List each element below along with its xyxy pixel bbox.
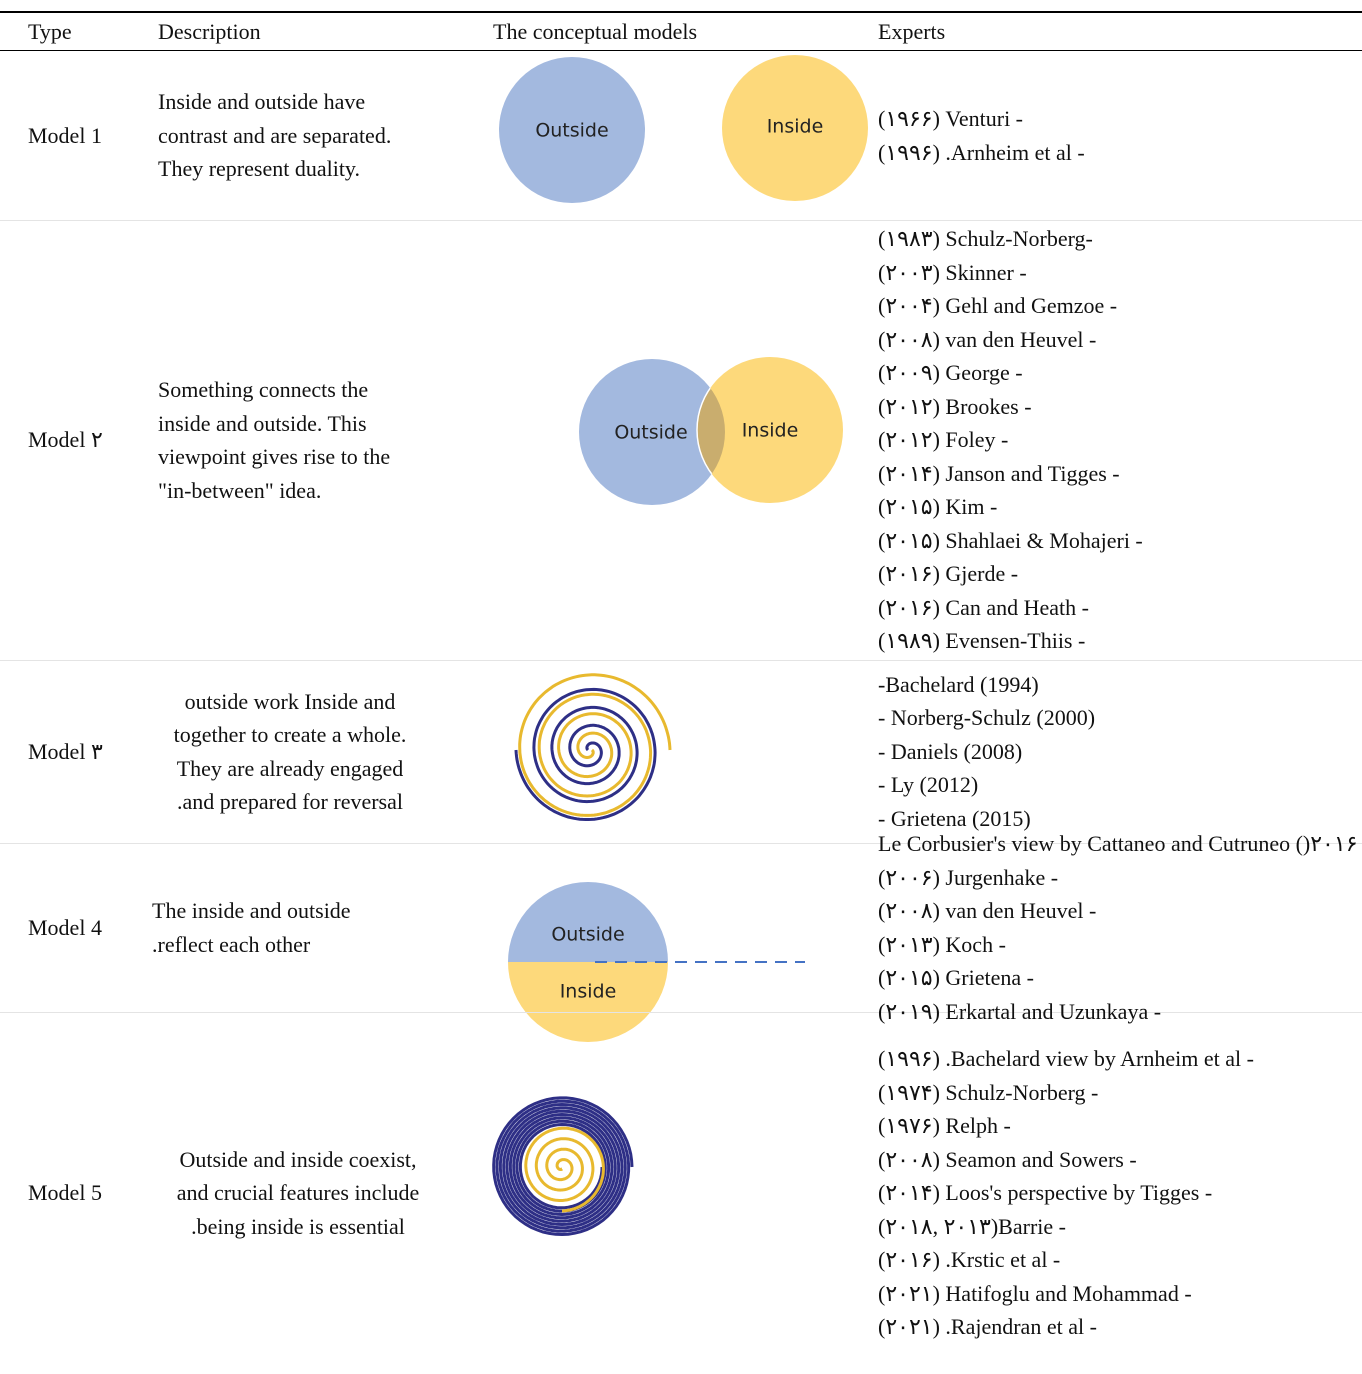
expert-line: (۲۰۱۳) Koch - — [878, 931, 1006, 957]
column-header: Experts — [878, 19, 946, 44]
header-rule — [0, 50, 1362, 51]
expert-line: (۲۰۰۶) Jurgenhake - — [878, 864, 1059, 890]
row-experts: (۱۹۸۳) Schulz-Norberg- (۲۰۰۳) Skinner - (۲… — [878, 220, 1358, 660]
expert-line: (۲۰۱۵) Grietena - — [878, 965, 1034, 990]
expert-line: Le Corbusier's view by Cattaneo and Cutr… — [878, 831, 1358, 856]
row-type: Model ۲ — [28, 427, 103, 453]
description-line: "in-between" idea. — [158, 477, 322, 503]
expert-line: (۲۰۱۹) Erkartal and Uzunkaya - — [878, 998, 1162, 1024]
row-experts: Le Corbusier's view by Cattaneo and Cutr… — [878, 831, 1358, 1024]
expert-line: (۲۰۰۹) George - — [878, 360, 1023, 386]
column-header: Description — [158, 19, 261, 44]
expert-line: (۱۹۷۶) Relph - — [878, 1113, 1011, 1139]
expert-line: (۲۰۱۶) Can and Heath - — [878, 594, 1089, 620]
model-label: Inside — [767, 116, 824, 138]
expert-line: (۱۹۷۴) Schulz-Norberg - — [878, 1079, 1099, 1105]
description-line: .and prepared for reversal — [177, 789, 403, 814]
column-header: Type — [28, 19, 72, 44]
row-description: The inside and outside .reflect each othe… — [152, 843, 452, 1012]
row-description: Inside and outside have contrast and are … — [158, 51, 458, 220]
expert-line: (۲۰۱۴) Loos's perspective by Tigges - — [878, 1180, 1213, 1206]
model-label: Outside — [535, 120, 608, 142]
row-experts: (۱۹۹۶) .Bachelard view by Arnheim et al … — [878, 1012, 1358, 1374]
expert-line: (۲۰۱۲) Foley - — [878, 427, 1009, 453]
row-description: Outside and inside coexist, and crucial f… — [140, 1012, 456, 1374]
row-separator — [0, 1012, 1362, 1013]
inside-circle — [722, 55, 868, 201]
row-experts: (۱۹۶۶) Venturi - (۱۹۹۶) .Arnheim et al - — [878, 51, 1358, 220]
expert-line: (۱۹۹۶) .Arnheim et al - — [878, 139, 1085, 165]
spiral — [524, 1126, 605, 1213]
description-line: together to create a whole. — [173, 722, 407, 747]
description-line: They are already engaged — [176, 755, 404, 781]
row-type: Model 4 — [28, 914, 102, 940]
row-separator — [0, 220, 1362, 221]
spiral — [492, 1096, 634, 1237]
description-line: inside and outside. This — [158, 410, 367, 436]
expert-line: (۲۰۱۵) Kim - — [878, 494, 998, 520]
expert-line: (۱۹۶۶) Venturi - — [878, 106, 1024, 131]
expert-line: (۲۰۰۸) Seamon and Sowers - — [878, 1146, 1137, 1172]
expert-line: - Ly (2012) — [878, 772, 979, 798]
description-line: The inside and outside — [152, 898, 351, 923]
row-type: Model 5 — [28, 1180, 102, 1206]
outside-circle — [499, 57, 645, 203]
description-line: and crucial features include — [176, 1180, 420, 1206]
expert-line: (۲۰۱۶) .Krstic et al - — [878, 1247, 1061, 1273]
row-experts: -Bachelard (1994) - Norberg-Schulz (2000)… — [878, 660, 1358, 843]
row-description: outside work Inside and together to creat… — [140, 660, 440, 843]
expert-line: (۱۹۸۹) Evensen-Thiis - — [878, 628, 1086, 654]
expert-line: (۲۰۱۵) Shahlaei & Mohajeri - — [878, 527, 1143, 553]
expert-line: (۱۹۸۳) Schulz-Norberg- — [878, 226, 1093, 252]
description-line: Outside and inside coexist, — [179, 1146, 417, 1172]
expert-line: - Norberg-Schulz (2000) — [878, 705, 1096, 731]
description-line: viewpoint gives rise to the — [158, 444, 391, 469]
overlap-edge — [696, 359, 725, 504]
expert-line: (۲۰۱۴) Janson and Tigges - — [878, 460, 1120, 486]
expert-line: (۲۰۰۸) van den Heuvel - — [878, 898, 1097, 923]
model-label: Outside — [551, 924, 624, 946]
description-line: contrast and are separated. — [158, 122, 392, 148]
row-type: Model ۳ — [28, 738, 103, 764]
row-separator — [0, 660, 1362, 661]
inside-circle — [697, 357, 843, 503]
outside-circle — [579, 359, 725, 505]
description-line: .reflect each other — [152, 931, 311, 957]
expert-line: (۲۰۲۱) .Rajendran et al - — [878, 1314, 1097, 1340]
expert-line: (۲۰۱۸, ۲۰۱۳)Barrie - — [878, 1213, 1066, 1239]
expert-line: -Bachelard (1994) — [878, 671, 1039, 697]
row-separator — [0, 843, 1362, 844]
description-line: They represent duality. — [158, 156, 360, 182]
expert-line: (۲۰۲۱) Hatifoglu and Mohammad - — [878, 1280, 1192, 1306]
description-line: .being inside is essential — [191, 1213, 405, 1239]
model-label: Inside — [742, 420, 799, 442]
row-description: Something connects the inside and outside… — [158, 220, 458, 660]
expert-line: (۲۰۰۳) Skinner - — [878, 259, 1027, 285]
expert-line: (۱۹۹۶) .Bachelard view by Arnheim et al … — [878, 1046, 1254, 1072]
description-line: Something connects the — [158, 377, 369, 402]
expert-line: (۲۰۱۶) Gjerde - — [878, 561, 1019, 587]
expert-line: (۲۰۱۲) Brookes - — [878, 393, 1032, 419]
model-label: Outside — [614, 422, 687, 444]
top-rule — [0, 11, 1362, 13]
row-type: Model 1 — [28, 122, 102, 148]
inside-half — [508, 962, 668, 1042]
expert-line: (۲۰۰۴) Gehl and Gemzoe - — [878, 293, 1118, 319]
outside-half — [508, 882, 668, 962]
expert-line: (۲۰۰۸) van den Heuvel - — [878, 326, 1097, 352]
expert-line: - Daniels (2008) — [878, 738, 1023, 764]
spiral — [518, 673, 672, 817]
description-line: outside work Inside and — [184, 688, 396, 714]
description-line: Inside and outside have — [158, 89, 366, 115]
expert-line: - Grietena (2015) — [878, 805, 1031, 831]
model-label: Inside — [560, 981, 617, 1003]
column-header: The conceptual models — [493, 19, 698, 44]
spiral — [514, 687, 657, 821]
